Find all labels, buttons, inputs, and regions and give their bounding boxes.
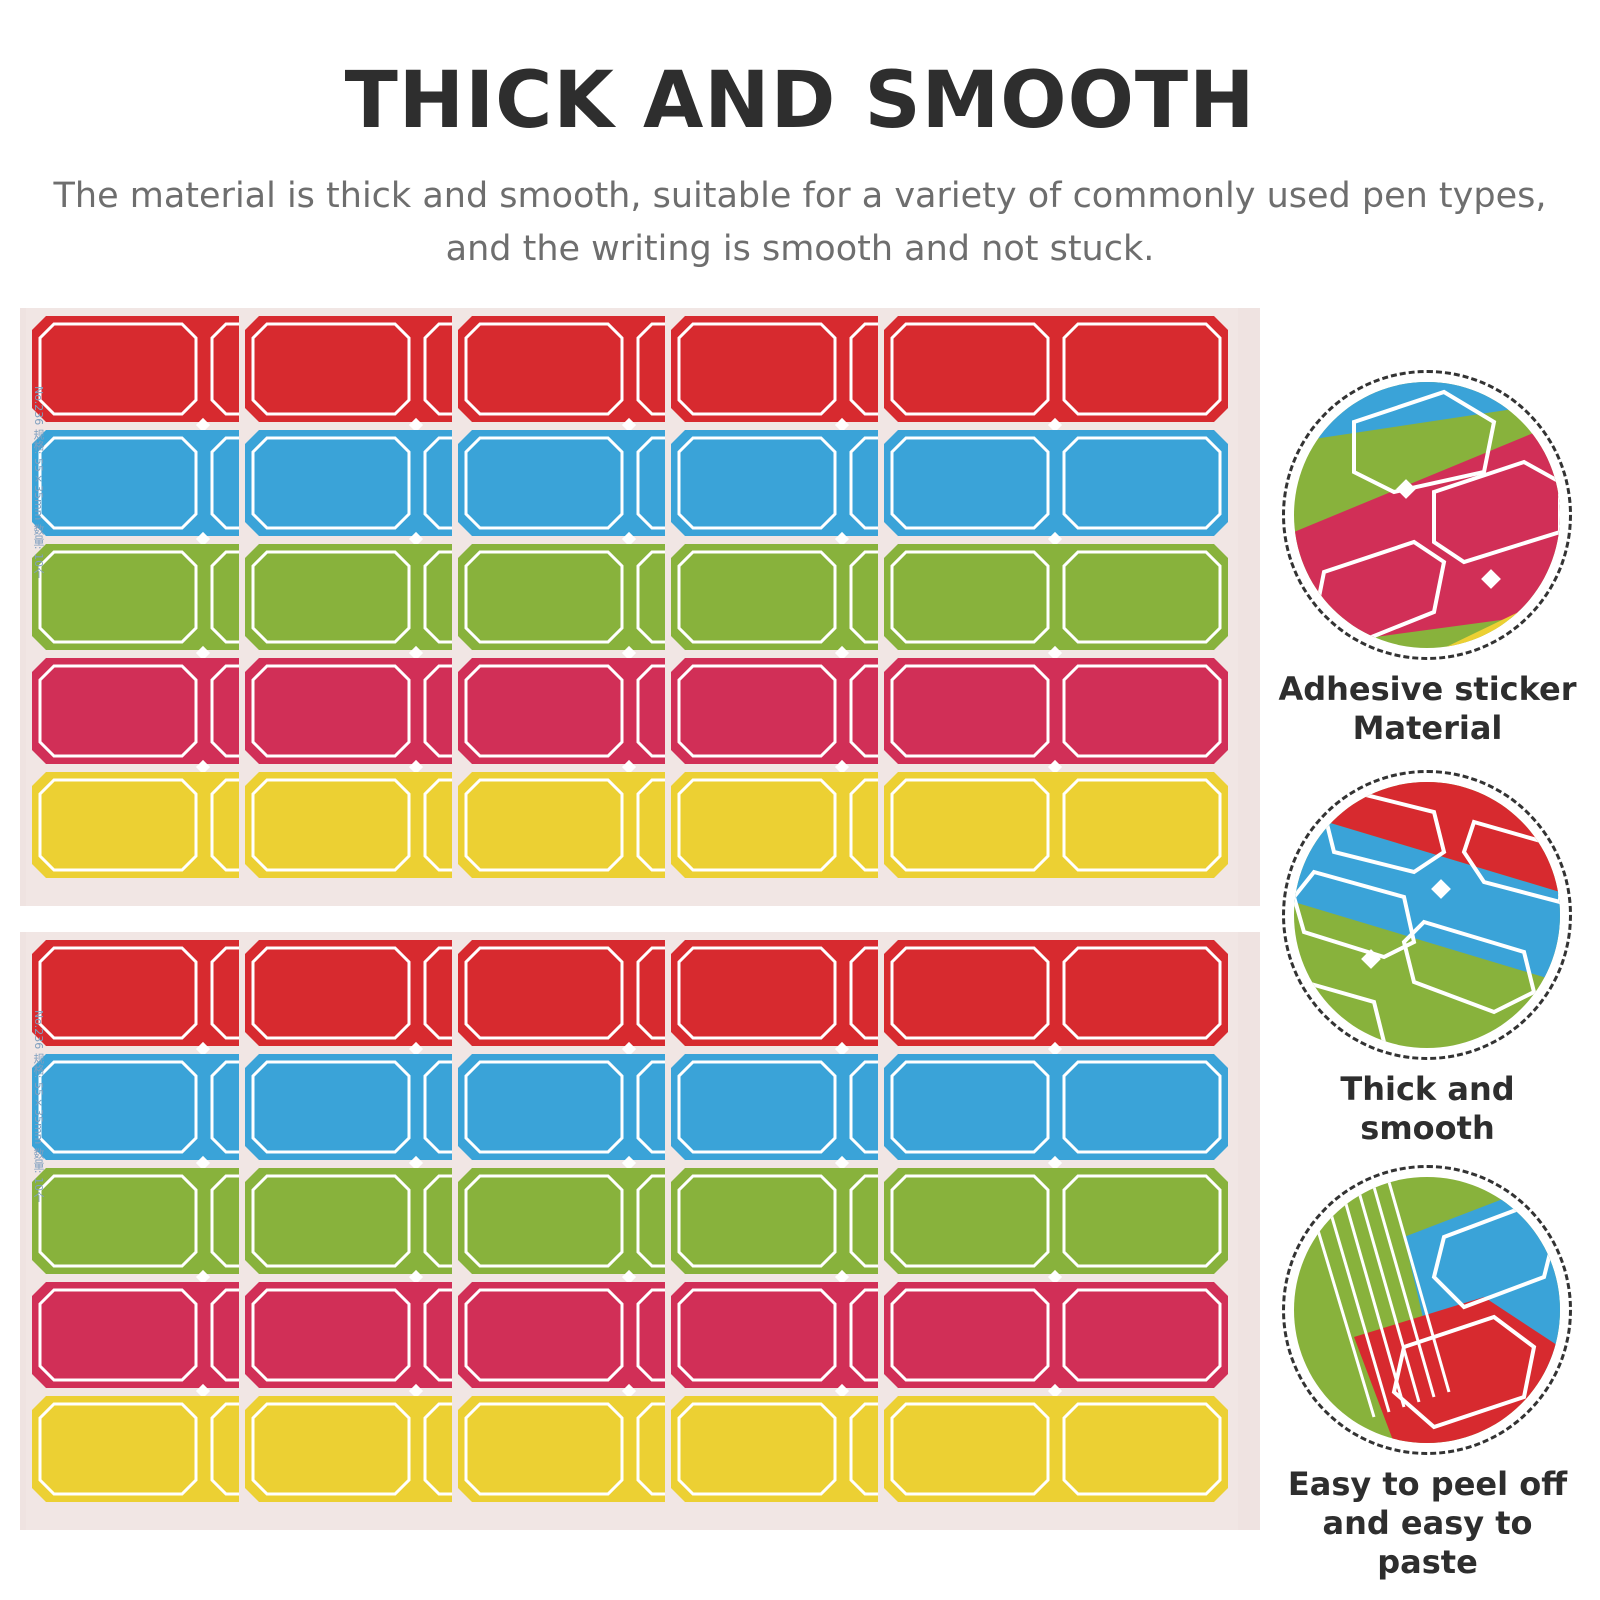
adhesive-closeup-circle xyxy=(1282,370,1572,660)
sticker-labels-graphic xyxy=(26,932,1238,1530)
subtext: The material is thick and smooth, suitab… xyxy=(53,176,1547,269)
thick-closeup-icon xyxy=(1294,782,1560,1048)
feature-caption: Thick and smooth xyxy=(1340,1070,1515,1147)
peel-closeup-circle xyxy=(1282,1165,1572,1455)
headline: THICK AND SMOOTH xyxy=(344,56,1256,146)
peel-closeup-icon xyxy=(1294,1177,1560,1443)
sticker-sheets-bottom: No.236 规格: 55×35mm 数量: 10个 xyxy=(20,932,1260,1530)
thick-closeup-circle xyxy=(1282,770,1572,1060)
sticker-sheets-top: No.236 规格: 55×35mm 数量: 10个 xyxy=(20,308,1260,906)
adhesive-closeup-icon xyxy=(1294,382,1560,648)
sheet-spec-text: No.236 规格: 55×35mm 数量: 10个 xyxy=(32,386,45,579)
feature-caption: Easy to peel off and easy to paste xyxy=(1287,1465,1568,1581)
sticker-sheet xyxy=(878,932,1238,1530)
feature-caption: Adhesive sticker Material xyxy=(1278,670,1577,747)
sticker-sheet xyxy=(878,308,1238,906)
sheet-spec-text: No.236 规格: 55×35mm 数量: 10个 xyxy=(32,1010,45,1203)
sticker-labels-graphic xyxy=(26,308,1238,906)
